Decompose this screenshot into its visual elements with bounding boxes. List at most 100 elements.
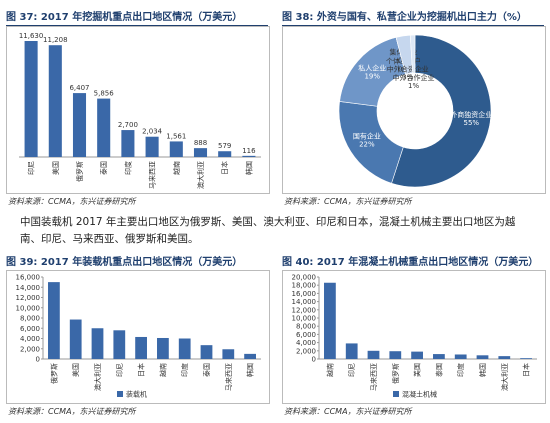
bar (411, 351, 423, 359)
y-tick-label: 6,000 (20, 325, 40, 333)
x-tick-label: 俄罗斯 (391, 363, 400, 384)
x-tick-label: 日本 (220, 161, 229, 175)
data-label: 2,034 (142, 128, 163, 136)
legend-label: 装载机 (126, 390, 147, 399)
bar (193, 148, 208, 157)
y-tick-label: 2,000 (20, 345, 40, 353)
bar (91, 328, 104, 359)
y-tick-label: 0 (36, 356, 40, 364)
x-tick-label: 马来西亚 (225, 363, 233, 391)
source: 资料来源：CCMA，东兴证券研究所 (8, 407, 136, 416)
chart-frame (282, 270, 546, 404)
source: 资料来源：CCMA，东兴证券研究所 (284, 407, 412, 416)
x-tick-label: 印度 (180, 363, 189, 377)
pie-slice (391, 34, 492, 188)
data-label: 2,700 (118, 121, 138, 129)
slice-value: 55% (464, 119, 480, 127)
chart-frame (6, 270, 270, 404)
x-tick-label: 俄罗斯 (75, 161, 84, 182)
bar (145, 136, 159, 157)
x-tick-label: 日本 (522, 363, 531, 377)
bar (157, 337, 169, 359)
source: 资料来源：CCMA，东兴证券研究所 (284, 197, 412, 206)
chart: 02,0004,0006,0008,00010,00012,00014,0001… (16, 274, 261, 399)
data-label: 5,856 (94, 90, 115, 98)
x-tick-label: 韩国 (244, 161, 253, 175)
bar (113, 330, 126, 359)
chart: 02,0004,0006,0008,00010,00012,00014,0001… (292, 274, 537, 399)
bar (178, 338, 191, 359)
x-tick-label: 越南 (325, 363, 334, 377)
bar (454, 354, 467, 359)
x-tick-label: 澳大利亚 (196, 161, 205, 189)
data-label: 116 (242, 147, 256, 155)
y-tick-label: 0 (312, 356, 316, 364)
x-tick-label: 印度 (123, 161, 132, 175)
legend-swatch (393, 391, 399, 397)
y-tick-label: 8,000 (296, 323, 316, 331)
x-tick-label: 泰国 (202, 363, 211, 377)
slice-value: 0% (398, 65, 409, 73)
bar (345, 343, 358, 359)
bar (476, 355, 489, 359)
y-tick-label: 14,000 (16, 284, 41, 292)
slice-label: 外商独资企业 (450, 110, 492, 119)
bar (24, 41, 38, 157)
x-tick-label: 印度 (456, 363, 465, 377)
y-tick-label: 16,000 (292, 290, 317, 298)
x-tick-label: 韩国 (478, 363, 487, 377)
chart: 外商独资企业55%国有企业22%私人企业19%集体企业0%个体工商户0%中外合资… (338, 34, 492, 188)
slice-value: 1% (408, 82, 419, 90)
chart-title: 图 40: 2017 年混凝土机械重点出口地区情况（万美元） (282, 253, 544, 271)
x-tick-label: 澳大利亚 (93, 363, 102, 391)
bar (244, 353, 256, 359)
data-label: 6,407 (69, 84, 89, 92)
bar (72, 93, 87, 157)
y-tick-label: 18,000 (292, 282, 317, 290)
x-tick-label: 澳大利亚 (500, 363, 509, 391)
y-tick-label: 14,000 (292, 298, 317, 306)
bar (242, 155, 256, 157)
chart-title: 图 39: 2017 年装载机重点出口地区情况（万美元） (6, 253, 268, 271)
bar (169, 141, 183, 157)
x-tick-label: 马来西亚 (370, 363, 378, 391)
x-tick-label: 韩国 (246, 363, 255, 377)
y-tick-label: 10,000 (16, 304, 41, 312)
slice-value: 3% (402, 74, 413, 82)
bar (222, 349, 235, 359)
source: 资料来源：CCMA，东兴证券研究所 (8, 197, 136, 206)
slice-label: 国有企业 (353, 132, 381, 141)
chart-frame (6, 26, 270, 194)
data-label: 579 (218, 142, 231, 150)
x-tick-label: 印尼 (28, 161, 36, 175)
y-tick-label: 6,000 (296, 331, 316, 339)
x-tick-label: 马来西亚 (149, 161, 157, 189)
x-tick-label: 泰国 (99, 161, 108, 175)
chart-title: 图 38: 外资与国有、私营企业为挖掘机出口主力（%） (282, 8, 544, 26)
x-tick-label: 印尼 (348, 363, 356, 377)
bar (520, 358, 532, 359)
bar (69, 319, 82, 359)
y-tick-label: 12,000 (292, 306, 317, 314)
bar (121, 130, 135, 157)
bar (433, 354, 445, 359)
y-tick-label: 8,000 (20, 315, 40, 323)
pie-slice (409, 34, 416, 74)
data-label: 11,208 (43, 36, 68, 44)
x-tick-label: 日本 (137, 363, 146, 377)
y-tick-label: 4,000 (296, 339, 316, 347)
x-tick-label: 美国 (51, 161, 60, 175)
data-label: 1,561 (166, 132, 186, 140)
bar (200, 345, 213, 359)
legend-swatch (117, 391, 123, 397)
y-tick-label: 20,000 (292, 274, 317, 282)
x-tick-label: 越南 (172, 161, 181, 175)
y-tick-label: 4,000 (20, 335, 40, 343)
x-tick-label: 俄罗斯 (49, 363, 58, 384)
slice-value: 22% (359, 141, 375, 149)
y-tick-label: 12,000 (16, 294, 41, 302)
data-label: 888 (194, 139, 207, 147)
bar (48, 282, 60, 359)
